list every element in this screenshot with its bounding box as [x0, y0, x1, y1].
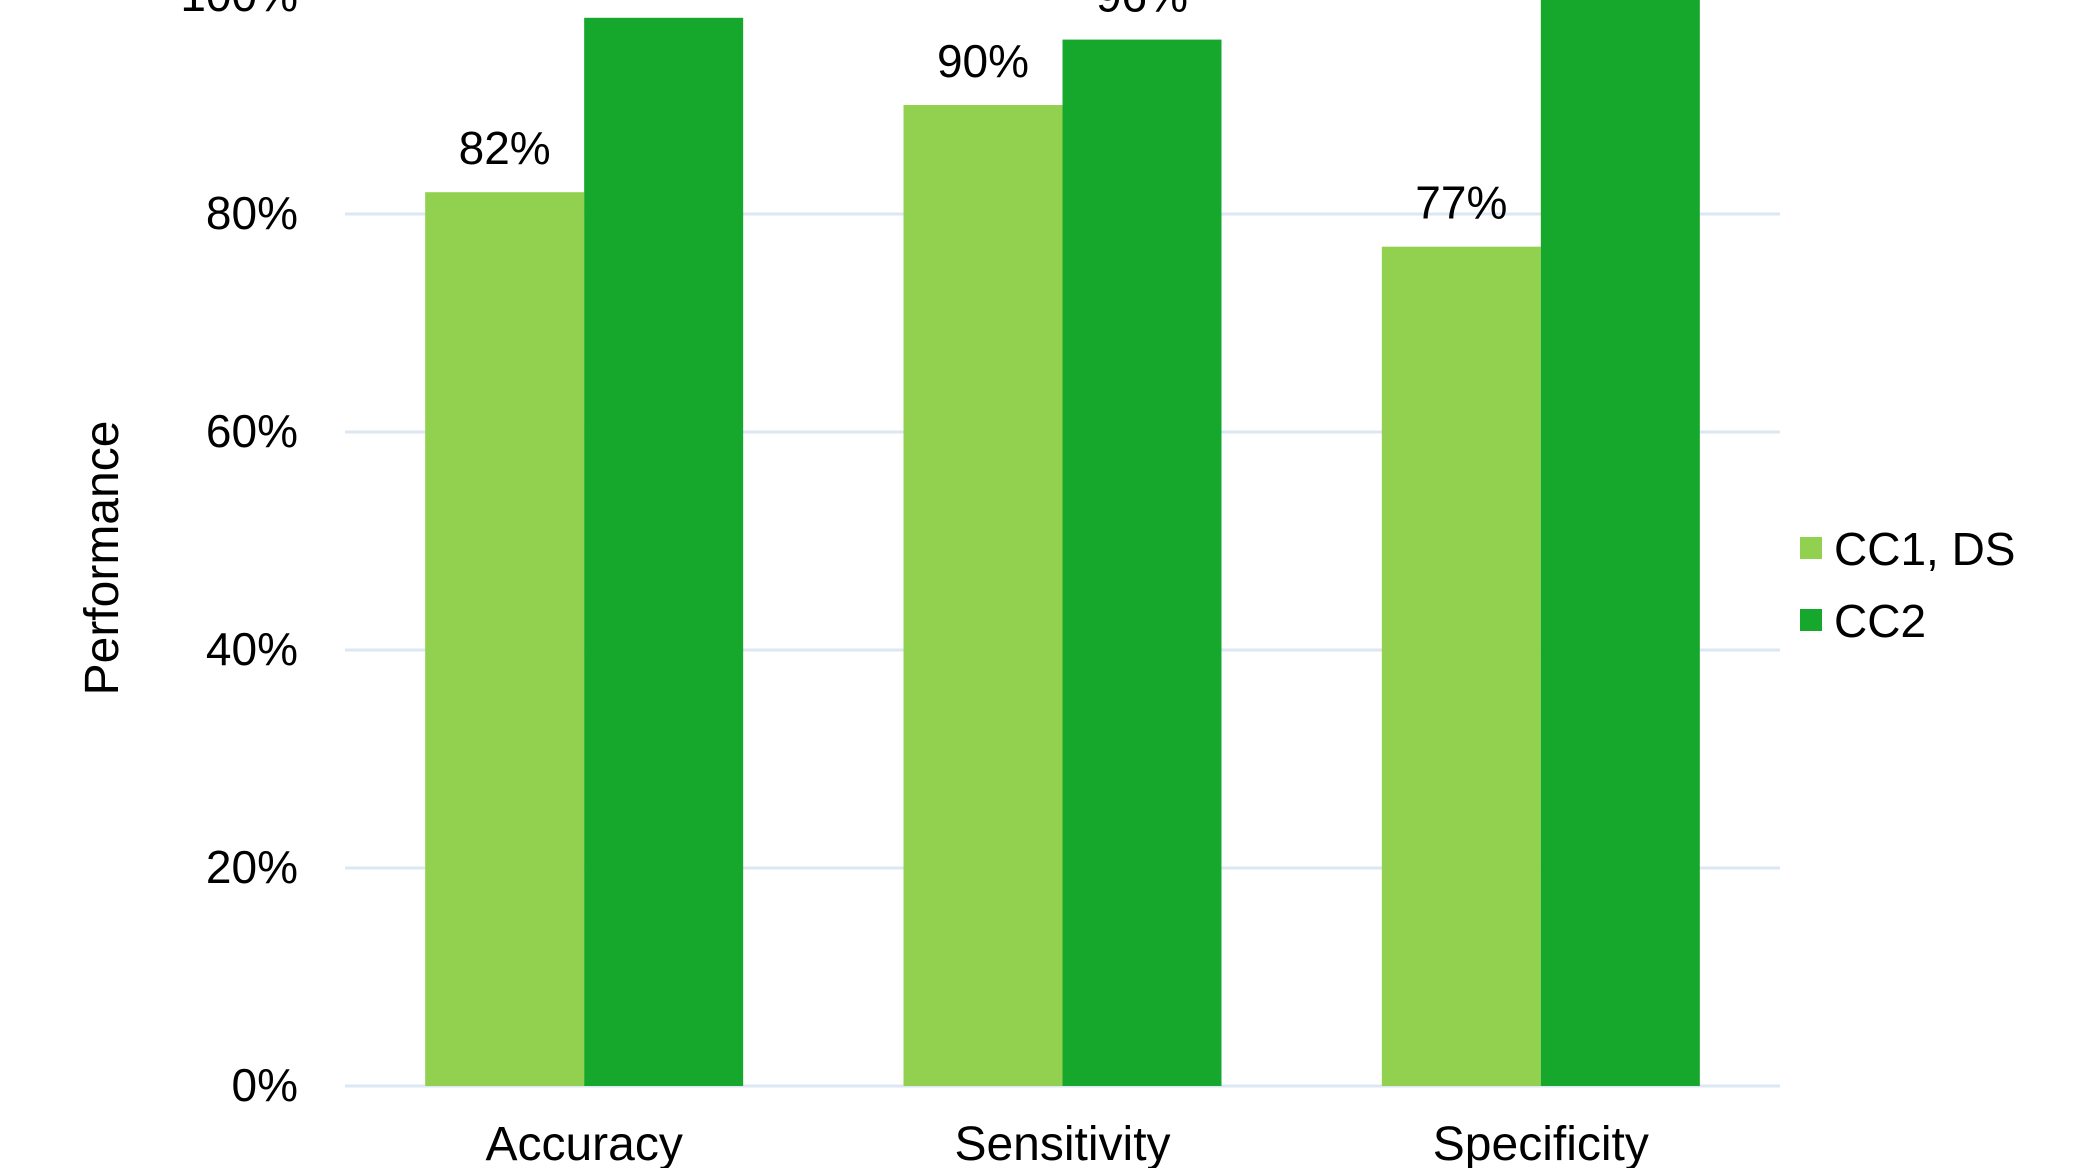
data-label: 96%	[1096, 0, 1188, 22]
x-category-label: Sensitivity	[954, 1118, 1170, 1168]
legend-swatch	[1800, 537, 1822, 559]
y-tick-label: 40%	[206, 623, 298, 675]
legend-swatch	[1800, 609, 1822, 631]
data-label: 90%	[937, 35, 1029, 87]
x-category-label: Accuracy	[485, 1118, 682, 1168]
y-tick-label: 60%	[206, 405, 298, 457]
x-axis: Accuracy Sensitivity Specificity	[485, 1118, 1648, 1168]
bar-cc1-ds-sensitivity	[903, 105, 1063, 1086]
x-category-label: Specificity	[1433, 1118, 1649, 1168]
bar-cc2-specificity	[1540, 0, 1700, 1086]
bar-cc2-accuracy	[584, 17, 744, 1086]
bar-cc1-ds-accuracy	[425, 192, 585, 1086]
legend: CC1, DS CC2	[1800, 523, 2015, 647]
bar-cc2-sensitivity	[1062, 39, 1222, 1087]
data-labels: 82%98%90%96%77%100%	[459, 0, 1508, 229]
y-tick-label: 20%	[206, 841, 298, 893]
y-tick-label: 100%	[180, 0, 298, 21]
bars	[425, 0, 1700, 1087]
legend-label: CC1, DS	[1834, 523, 2015, 575]
y-axis: 0% 20% 40% 60% 80% 100%	[180, 0, 298, 1111]
bar-cc1-ds-specificity	[1381, 246, 1541, 1086]
y-tick-label: 80%	[206, 187, 298, 239]
legend-label: CC2	[1834, 595, 1926, 647]
y-tick-label: 0%	[232, 1059, 298, 1111]
data-label: 77%	[1415, 177, 1507, 229]
y-axis-title: Performance	[76, 421, 129, 696]
data-label: 82%	[459, 122, 551, 174]
